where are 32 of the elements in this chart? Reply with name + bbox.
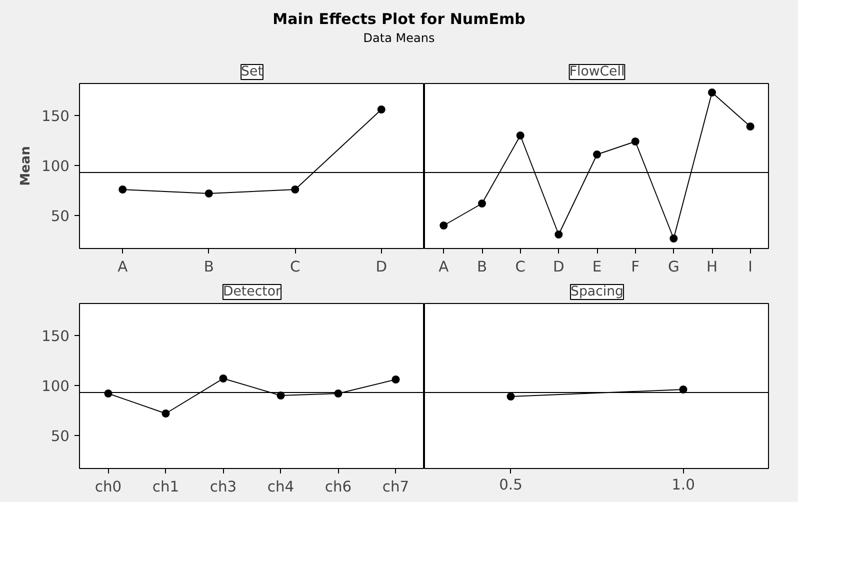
x-tick-label: 1.0 <box>672 476 695 494</box>
y-tick-label: 150 <box>42 328 70 345</box>
x-tick-label: D <box>553 258 564 276</box>
x-tick-label: ch6 <box>324 478 352 496</box>
y-tick-label: 50 <box>50 428 70 445</box>
chart-title: FlowCell <box>569 64 625 80</box>
x-tick-label: 0.5 <box>499 476 522 494</box>
x-tick-label: B <box>476 258 488 276</box>
x-tick-label: C <box>515 258 526 276</box>
x-tick-label: ch3 <box>210 478 237 496</box>
x-tick-label: E <box>592 258 602 276</box>
y-tick-label: 50 <box>50 208 70 225</box>
y-tick-label: 150 <box>42 108 70 125</box>
x-tick-label: ch4 <box>267 478 294 496</box>
x-tick-label: B <box>204 258 214 276</box>
x-tick-label: A <box>438 258 449 276</box>
x-tick-label: F <box>631 258 640 276</box>
x-tick-label: ch0 <box>94 478 122 496</box>
text: Main Effects Plot for NumEmb <box>272 9 526 30</box>
y-axis-title: Mean <box>18 146 34 186</box>
x-tick-label: ch7 <box>382 478 410 496</box>
x-tick-label: D <box>376 258 388 276</box>
x-tick-label: C <box>290 258 300 276</box>
y-tick-label: 100 <box>42 378 70 395</box>
x-tick-label: H <box>706 258 718 276</box>
x-tick-label: I <box>748 258 752 276</box>
chart-title: Spacing <box>570 284 624 300</box>
text: Data Means <box>362 30 436 48</box>
y-tick-label: 100 <box>42 158 70 175</box>
x-tick-label: A <box>118 258 128 276</box>
x-tick-label: G <box>668 258 680 276</box>
x-tick-label: ch1 <box>152 478 180 496</box>
